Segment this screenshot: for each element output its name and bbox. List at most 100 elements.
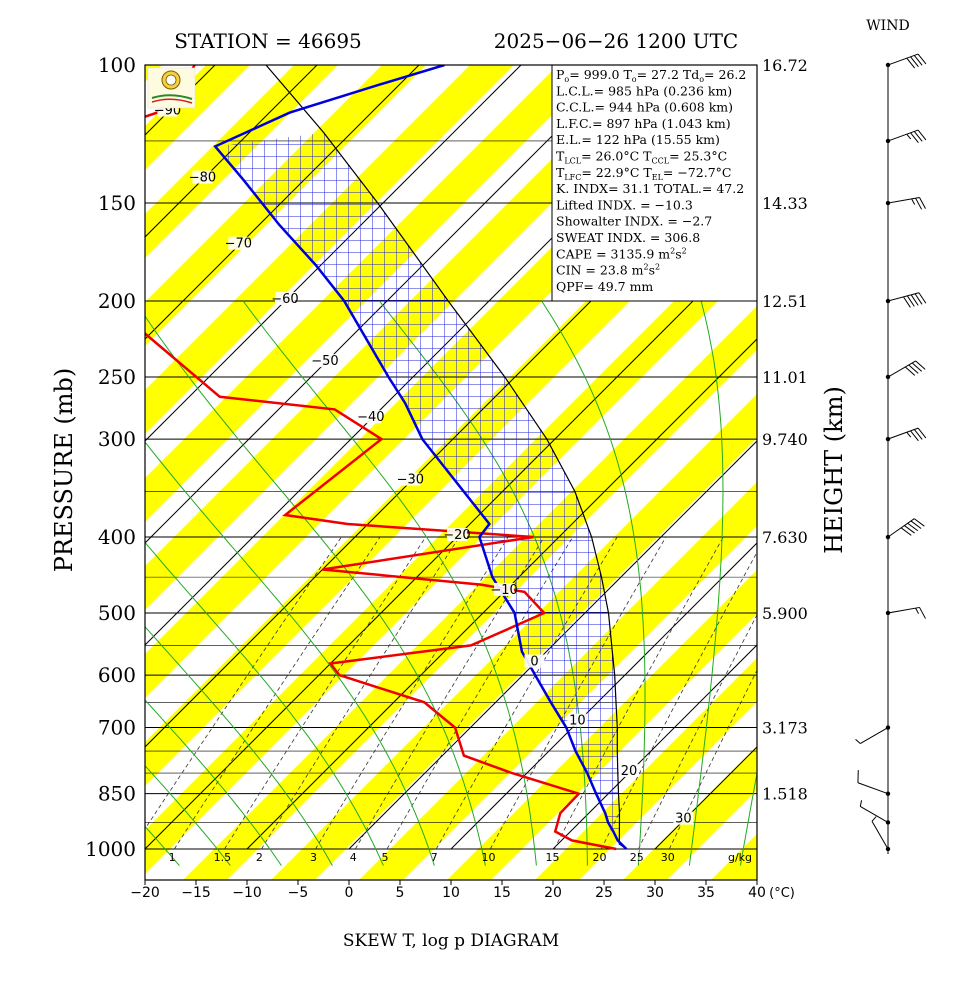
pressure-tick-label: 850 — [98, 782, 136, 806]
adiabat-band — [0, 65, 162, 965]
wind-barb-staff — [888, 130, 918, 141]
wind-barb-staff — [860, 728, 888, 744]
index-part: = −72.7°C — [663, 165, 732, 180]
index-line-tlcl: TLCL= 26.0°C TCCL= 25.3°C — [556, 149, 727, 166]
pressure-tick-label: 250 — [98, 365, 136, 389]
mixing-ratio-label: 2 — [256, 851, 263, 864]
wind-barb-flag — [920, 607, 926, 618]
wind-barb-half — [907, 432, 911, 437]
mixing-ratio-label: 30 — [661, 851, 675, 864]
pressure-tick-label: 150 — [98, 191, 136, 215]
index-part: = 22.9°C T — [581, 165, 652, 180]
pressure-tick-label: 600 — [98, 663, 136, 687]
isotherm-label: 20 — [621, 764, 638, 779]
wind-barb-half — [872, 817, 876, 822]
isotherm-label: −50 — [311, 354, 338, 369]
height-tick-label: 14.33 — [762, 194, 808, 213]
pressure-tick-label: 300 — [98, 427, 136, 451]
wind-barb-half — [916, 608, 919, 614]
x-tick-label: 5 — [396, 885, 405, 901]
wind-barb-flag — [911, 431, 919, 441]
mixing-ratio-label: 10 — [481, 851, 495, 864]
footer-title: SKEW T, log p DIAGRAM — [343, 931, 559, 951]
height-tick-label: 5.900 — [762, 604, 808, 623]
isotherm-label: −80 — [189, 171, 216, 186]
isotherm-label: −70 — [225, 237, 252, 252]
mixing-ratio-label: 25 — [630, 851, 644, 864]
x-tick-label: 10 — [442, 885, 460, 901]
index-line-tlfc: TLFC= 22.9°C TEL= −72.7°C — [556, 165, 731, 182]
mixing-ratio-label: 7 — [431, 851, 438, 864]
index-line-cape: CAPE = 3135.9 m2s2 — [556, 246, 687, 261]
x-tick-label: 15 — [493, 885, 511, 901]
pressure-tick-label: 200 — [98, 289, 136, 313]
x-tick-label: 40 — [748, 885, 766, 901]
mixing-ratio-label: 3 — [310, 851, 317, 864]
index-line-ccl: C.C.L.= 944 hPa (0.608 km) — [556, 100, 733, 115]
pressure-tick-label: 1000 — [85, 837, 136, 861]
x-tick-label: −10 — [232, 885, 262, 901]
wind-barb-half — [907, 134, 911, 139]
height-tick-label: 11.01 — [762, 368, 808, 387]
y2-axis-label: HEIGHT (km) — [820, 386, 848, 554]
index-line-el: E.L.= 122 hPa (15.55 km) — [556, 132, 720, 147]
wind-barb-flag — [916, 361, 925, 369]
pressure-tick-label: 100 — [98, 53, 136, 77]
isotherm-label: −10 — [490, 583, 517, 598]
wind-barb-flag — [911, 57, 919, 67]
height-tick-label: 1.518 — [762, 785, 808, 804]
x-tick-label: −20 — [130, 885, 160, 901]
isotherm-label: −40 — [357, 410, 384, 425]
wind-barb-flag — [911, 133, 919, 143]
x-unit-label: (°C) — [769, 886, 795, 901]
height-tick-label: 7.630 — [762, 528, 808, 547]
wind-barb-flag — [914, 131, 922, 141]
wind-barb-staff — [858, 783, 888, 794]
x-tick-label: 25 — [595, 885, 613, 901]
height-tick-label: 16.72 — [762, 56, 808, 75]
isotherm-label: 0 — [530, 655, 538, 670]
mixing-ratio-label: 20 — [592, 851, 606, 864]
wind-barb-half — [856, 739, 861, 743]
index-line-qpf: QPF= 49.7 mm — [556, 279, 653, 294]
index-line-kindex: K. INDX= 31.1 TOTAL.= 47.2 — [556, 181, 744, 196]
isotherm-label: −30 — [397, 473, 424, 488]
index-part: CIN = 23.8 m — [556, 263, 644, 278]
isotherm-label: −20 — [443, 528, 470, 543]
datetime-label: 2025−06−26 1200 UTC — [494, 29, 738, 53]
mixing-ratio-unit: g/kg — [728, 851, 752, 864]
index-part: = 25.3°C — [669, 149, 727, 164]
wind-barb-flag — [912, 363, 921, 371]
wind-barb-staff — [888, 197, 920, 203]
wind-barb-flag — [905, 367, 914, 375]
wind-barb-staff — [860, 806, 888, 822]
pressure-tick-label: 400 — [98, 525, 136, 549]
index-line-showalter: Showalter INDX. = −2.7 — [556, 214, 712, 229]
wind-barb-staff — [888, 607, 920, 613]
mixing-ratio-label: 4 — [350, 851, 357, 864]
wind-barb-staff — [888, 361, 916, 377]
y-axis-label: PRESSURE (mb) — [50, 368, 78, 573]
index-line-lcl: L.C.L.= 985 hPa (0.236 km) — [556, 83, 732, 98]
index-part: CAPE = 3135.9 m — [556, 246, 670, 261]
index-part: = 26.2 — [704, 67, 746, 82]
wind-barb-flag — [918, 54, 926, 64]
index-line-lifted: Lifted INDX. = −10.3 — [556, 197, 693, 212]
x-tick-label: 0 — [345, 885, 354, 901]
stability-indices-box: Po= 999.0 To= 27.2 Tdo= 26.2L.C.L.= 985 … — [552, 65, 757, 301]
isotherm-label: 30 — [675, 812, 692, 827]
wind-barb-flag — [907, 58, 915, 68]
wind-barb-staff — [888, 428, 918, 439]
wind-barb-flag — [914, 429, 922, 439]
wind-barb-half — [860, 800, 861, 806]
index-part: = 999.0 T — [569, 67, 632, 82]
wind-barb-flag — [918, 130, 926, 140]
pressure-tick-label: 700 — [98, 716, 136, 740]
index-part: P — [556, 67, 564, 82]
mixing-ratio-label: 15 — [546, 851, 560, 864]
station-logo — [148, 68, 195, 108]
dry-adiabat-bands — [0, 65, 960, 965]
